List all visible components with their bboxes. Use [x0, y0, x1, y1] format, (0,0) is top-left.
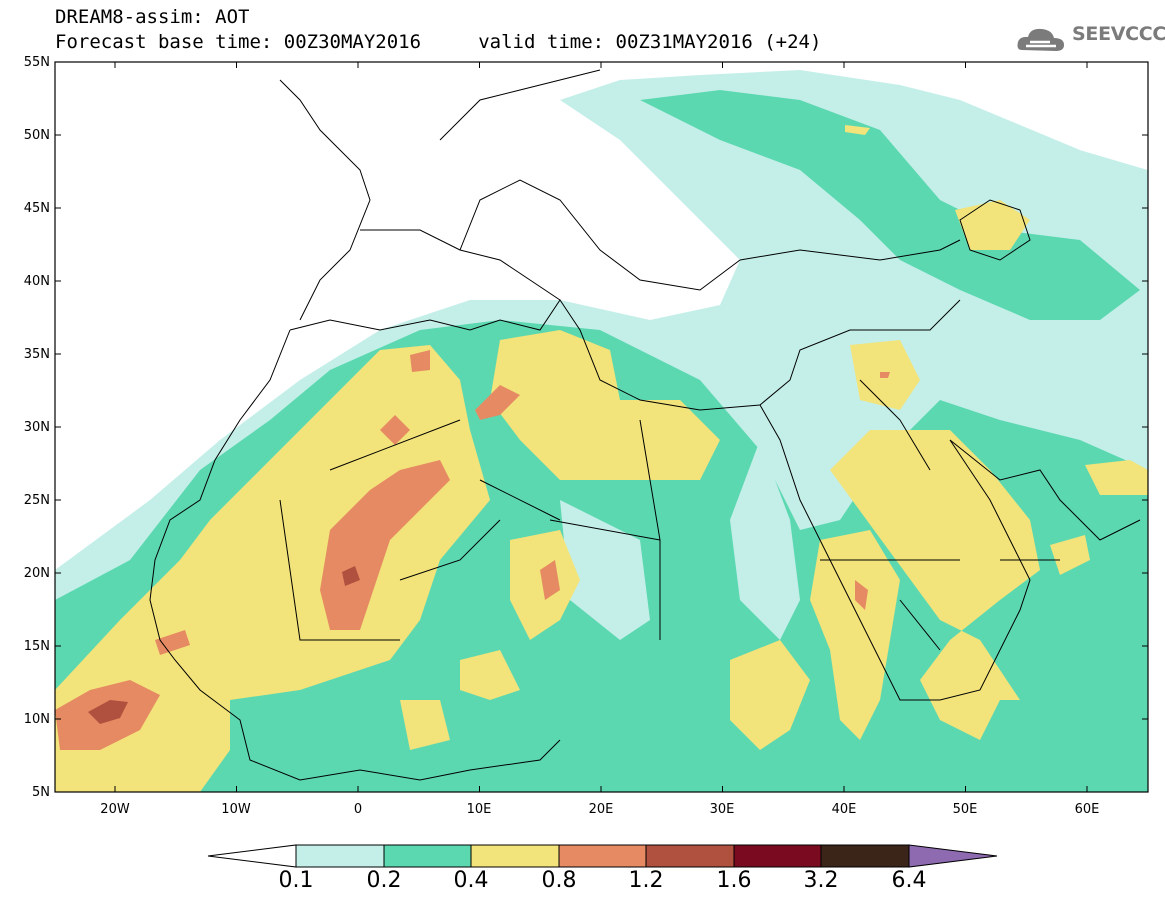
- lon-label-30e: 30E: [709, 802, 735, 817]
- colorbar-label: 0.2: [366, 868, 402, 893]
- colorbar-swatch: [295, 844, 385, 868]
- colorbar-below-triangle: [207, 844, 297, 868]
- aot-field: [55, 62, 1148, 792]
- lon-label-20w: 20W: [100, 802, 130, 817]
- lat-label-50n: 50N: [23, 128, 50, 143]
- colorbar-label: 0.4: [453, 868, 489, 893]
- colorbar-swatch: [733, 844, 822, 868]
- colorbar-label: 3.2: [803, 868, 839, 893]
- axis-ticks: [55, 61, 1148, 793]
- lat-label-15n: 15N: [23, 639, 50, 654]
- colorbar-swatch: [558, 844, 647, 868]
- coastlines: [149, 69, 1141, 781]
- forecast-time-line: Forecast base time: 00Z30MAY2016 valid t…: [55, 31, 822, 53]
- colorbar-above-triangle: [908, 844, 998, 868]
- lon-label-0: 0: [353, 802, 363, 817]
- lat-label-20n: 20N: [23, 566, 50, 581]
- lon-label-50e: 50E: [952, 802, 978, 817]
- lat-label-10n: 10N: [23, 712, 50, 727]
- lon-label-10e: 10E: [466, 802, 492, 817]
- lat-label-5n: 5N: [32, 785, 50, 800]
- lat-label-45n: 45N: [23, 201, 50, 216]
- colorbar-label: 6.4: [891, 868, 927, 893]
- colorbar-swatch: [470, 844, 560, 868]
- colorbar-swatch: [383, 844, 472, 868]
- lat-label-40n: 40N: [23, 274, 50, 289]
- lon-label-60e: 60E: [1074, 802, 1100, 817]
- colorbar-label: 0.8: [541, 868, 577, 893]
- lon-label-20e: 20E: [588, 802, 614, 817]
- lat-label-35n: 35N: [23, 347, 50, 362]
- lat-label-55n: 55N: [23, 55, 50, 70]
- lon-label-10w: 10W: [221, 802, 251, 817]
- lon-label-40e: 40E: [831, 802, 857, 817]
- colorbar-swatch: [645, 844, 735, 868]
- logo-text: SEEVCCC: [1072, 23, 1165, 45]
- colorbar-label: 1.6: [716, 868, 752, 893]
- lat-label-25n: 25N: [23, 493, 50, 508]
- colorbar-swatch: [820, 844, 910, 868]
- colorbar-label: 1.2: [628, 868, 664, 893]
- cloud-logo-icon: [1017, 28, 1064, 51]
- map-title: DREAM8-assim: AOT: [55, 6, 250, 28]
- colorbar-label: 0.1: [278, 868, 314, 893]
- lat-label-30n: 30N: [23, 420, 50, 435]
